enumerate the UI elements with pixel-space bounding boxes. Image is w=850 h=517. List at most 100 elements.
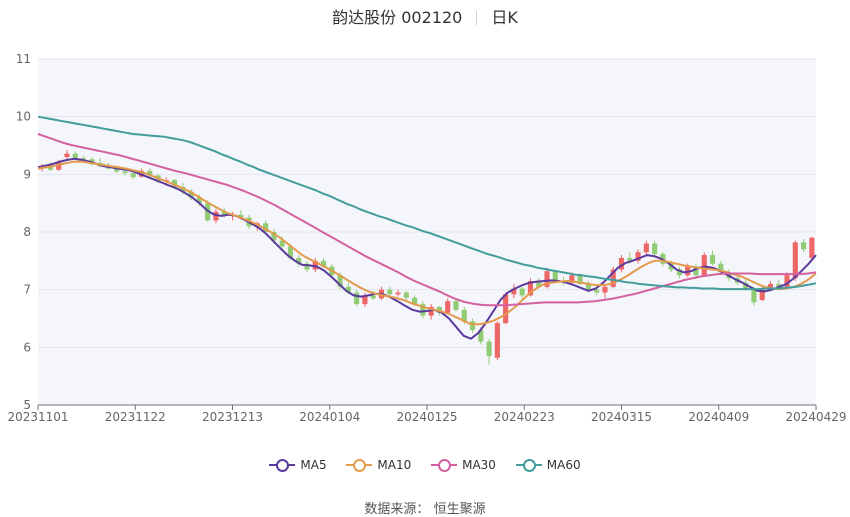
candle-body (569, 275, 575, 283)
candle-body (263, 223, 269, 232)
candle-body (420, 304, 426, 316)
candle-body (743, 282, 749, 290)
candle-body (287, 246, 294, 258)
candle-body (304, 263, 310, 270)
candle-body (784, 275, 790, 287)
candle-body (345, 286, 351, 293)
candle-body (122, 171, 128, 174)
series-line-ma30 (37, 133, 817, 307)
candle-body (536, 281, 542, 287)
legend-icon-ma30 (431, 458, 458, 472)
x-tick-label: 20240429 (785, 410, 846, 424)
candle-body (114, 168, 120, 172)
period-label: 日K (491, 8, 518, 27)
legend-label-ma30: MA30 (462, 458, 496, 472)
legend-label-ma60: MA60 (546, 458, 581, 472)
candle-body (527, 281, 534, 296)
candle-body (544, 271, 550, 287)
candle-body (337, 275, 343, 287)
candle-body (171, 180, 178, 188)
candle-body (503, 294, 509, 324)
title-separator (476, 11, 478, 25)
y-tick-label: 7 (23, 283, 31, 297)
candle-body (494, 323, 500, 358)
candle-body (776, 283, 782, 287)
x-tick-label: 20240409 (688, 410, 749, 424)
candle-body (635, 252, 641, 261)
candle-body (486, 341, 492, 356)
legend-item-ma10[interactable]: MA10 (346, 458, 411, 472)
candle-body (709, 255, 716, 264)
data-source: 数据来源： 恒生聚源 (0, 498, 850, 517)
x-tick-label: 20240125 (396, 410, 457, 424)
candle-body (80, 158, 87, 160)
legend-icon-ma5 (269, 458, 296, 472)
candle-body (362, 295, 368, 305)
candle-body (445, 301, 451, 313)
source-value: 恒生聚源 (433, 502, 486, 517)
candle-body (196, 197, 202, 204)
x-tick-label: 20231213 (202, 410, 263, 424)
candle-body (759, 288, 765, 301)
candle-body (461, 309, 467, 322)
candle-body (370, 295, 376, 299)
candle-body (519, 288, 525, 296)
candle-body (320, 260, 327, 267)
candle-body (47, 166, 53, 170)
candle-body (147, 170, 153, 176)
y-tick-label: 8 (23, 225, 31, 239)
legend-item-ma30[interactable]: MA30 (431, 458, 496, 472)
candle-body (809, 237, 815, 258)
candle-body (511, 288, 517, 295)
legend-icon-ma60 (515, 458, 542, 472)
kline-chart: 5 6 7 8 9 10 11 20231101 20231122 20231213 2024010… (7, 52, 846, 424)
legend-item-ma60[interactable]: MA60 (515, 458, 581, 472)
candle-body (395, 292, 401, 295)
candle-body (469, 321, 476, 331)
candle-body (271, 232, 277, 241)
candle-body (618, 257, 625, 270)
candle-body (312, 260, 318, 270)
candle-body (585, 283, 591, 290)
candle-body (643, 243, 649, 253)
candle-body (751, 289, 757, 303)
y-tick-label: 6 (23, 340, 31, 354)
candle-body (652, 243, 658, 254)
candle-body (64, 153, 70, 158)
candle-body (792, 242, 798, 279)
candle-body (767, 283, 774, 289)
candle-body (693, 266, 699, 276)
candle-body (130, 173, 136, 178)
y-tick-label: 9 (23, 167, 31, 181)
candle-body (577, 275, 583, 284)
candle-body (354, 292, 360, 305)
candle-body (279, 240, 285, 247)
legend-item-ma5[interactable]: MA5 (269, 458, 327, 472)
candle-body (188, 191, 194, 198)
candle-body (676, 269, 683, 276)
candle-body (602, 286, 608, 293)
candle-body (478, 330, 484, 342)
candle-body (801, 242, 807, 250)
candle-body (453, 301, 459, 310)
candle-body (552, 271, 558, 282)
series-line-ma5 (37, 157, 817, 340)
source-label: 数据来源： (364, 502, 430, 517)
legend-label-ma10: MA10 (377, 458, 412, 472)
x-tick-label: 20240223 (494, 410, 555, 424)
candle-body (387, 289, 393, 295)
series-line-ma10 (37, 160, 817, 326)
candle-body (72, 153, 78, 159)
chart-title: 韵达股份 002120 日K (0, 4, 850, 28)
candle-body (668, 263, 674, 270)
x-tick-label: 20231101 (7, 410, 68, 424)
candle-body (296, 257, 302, 264)
candle-body (403, 292, 409, 298)
series-line-ma60 (37, 115, 817, 291)
candle-body (412, 297, 418, 305)
candle-body (213, 211, 219, 221)
candle-body (718, 263, 724, 273)
x-tick-label: 20240315 (591, 410, 652, 424)
y-tick-label: 11 (16, 52, 31, 66)
